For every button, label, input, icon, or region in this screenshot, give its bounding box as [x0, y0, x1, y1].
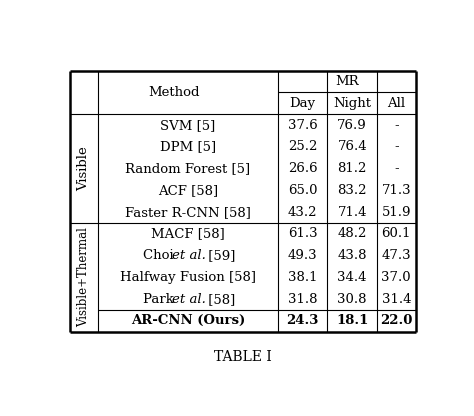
Text: 31.8: 31.8	[288, 293, 318, 306]
Text: 26.6: 26.6	[288, 162, 318, 175]
Text: -: -	[394, 140, 399, 154]
Text: 37.0: 37.0	[382, 271, 411, 284]
Text: 43.2: 43.2	[288, 206, 318, 219]
Text: 83.2: 83.2	[337, 184, 367, 197]
Text: 18.1: 18.1	[336, 314, 368, 327]
Text: Method: Method	[148, 86, 200, 99]
Text: 37.6: 37.6	[288, 119, 318, 131]
Text: 76.4: 76.4	[337, 140, 367, 154]
Text: 30.8: 30.8	[337, 293, 367, 306]
Text: -: -	[394, 119, 399, 131]
Text: All: All	[387, 97, 405, 110]
Text: Choi: Choi	[143, 249, 178, 262]
Text: TABLE I: TABLE I	[214, 350, 272, 364]
Text: 49.3: 49.3	[288, 249, 318, 262]
Text: AR-CNN (Ours): AR-CNN (Ours)	[131, 314, 245, 327]
Text: 24.3: 24.3	[286, 314, 319, 327]
Text: -: -	[394, 162, 399, 175]
Text: Night: Night	[333, 97, 371, 110]
Text: 76.9: 76.9	[337, 119, 367, 131]
Text: ACF [58]: ACF [58]	[158, 184, 218, 197]
Text: MR: MR	[335, 75, 358, 88]
Text: Visible: Visible	[78, 146, 91, 191]
Text: 61.3: 61.3	[288, 228, 318, 240]
Text: 81.2: 81.2	[337, 162, 367, 175]
Text: Visible+Thermal: Visible+Thermal	[78, 228, 91, 327]
Text: 22.0: 22.0	[380, 314, 412, 327]
Text: [58]: [58]	[204, 293, 235, 306]
Text: Day: Day	[290, 97, 316, 110]
Text: Random Forest [5]: Random Forest [5]	[125, 162, 250, 175]
Text: Halfway Fusion [58]: Halfway Fusion [58]	[120, 271, 256, 284]
Text: [59]: [59]	[204, 249, 235, 262]
Text: 48.2: 48.2	[337, 228, 367, 240]
Text: Faster R-CNN [58]: Faster R-CNN [58]	[125, 206, 251, 219]
Text: 65.0: 65.0	[288, 184, 318, 197]
Text: 43.8: 43.8	[337, 249, 367, 262]
Text: Park: Park	[143, 293, 179, 306]
Text: 31.4: 31.4	[382, 293, 411, 306]
Text: 47.3: 47.3	[382, 249, 411, 262]
Text: et al.: et al.	[172, 293, 206, 306]
Text: 34.4: 34.4	[337, 271, 367, 284]
Text: 25.2: 25.2	[288, 140, 317, 154]
Text: SVM [5]: SVM [5]	[160, 119, 216, 131]
Text: DPM [5]: DPM [5]	[160, 140, 216, 154]
Text: 60.1: 60.1	[382, 228, 411, 240]
Text: 71.3: 71.3	[382, 184, 411, 197]
Text: 38.1: 38.1	[288, 271, 318, 284]
Text: et al.: et al.	[172, 249, 206, 262]
Text: 71.4: 71.4	[337, 206, 367, 219]
Text: 51.9: 51.9	[382, 206, 411, 219]
Text: MACF [58]: MACF [58]	[151, 228, 225, 240]
